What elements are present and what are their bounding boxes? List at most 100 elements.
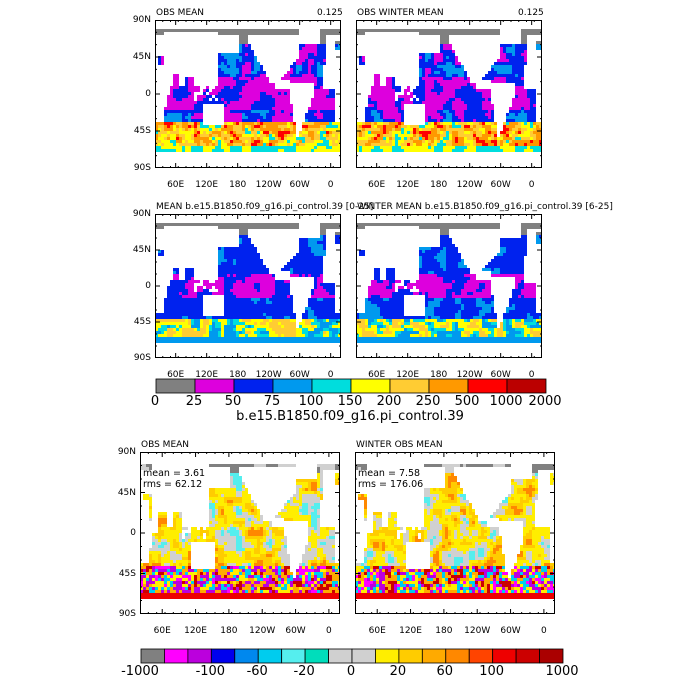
colorbar-swatch [428, 378, 469, 394]
lat-tick-label: 0 [110, 528, 136, 538]
colorbar-tick-label: 25 [174, 395, 214, 409]
panel-title: MEAN b.e15.B1850.f09_g16.pi_control.39 [… [156, 202, 373, 212]
panel-stat: mean = 3.61 [143, 468, 205, 479]
lon-tick-label: 60E [362, 370, 392, 380]
colorbar-tick-label: 0 [135, 395, 175, 409]
lat-tick-label: 0 [125, 89, 151, 99]
colorbar-swatch [234, 648, 259, 664]
map-panel-2 [356, 20, 542, 168]
panel-scale-label: 0.125 [518, 8, 544, 18]
colorbar-swatch [389, 378, 430, 394]
colorbar-tick-label: 2000 [525, 395, 565, 409]
panel-scale-label: 0.125 [317, 8, 343, 18]
map-panel-1 [155, 20, 341, 168]
colorbar-swatch [398, 648, 423, 664]
colorbar-swatch [164, 648, 189, 664]
colorbar-tick-label: 250 [408, 395, 448, 409]
colorbar-swatch [467, 378, 508, 394]
lon-tick-label: 180 [429, 626, 459, 636]
colorbar-swatch [311, 378, 352, 394]
lon-tick-label: 0 [517, 180, 547, 190]
lat-tick-label: 90N [125, 209, 151, 219]
colorbar-swatch [421, 648, 447, 664]
lat-tick-label: 45N [110, 488, 136, 498]
lon-tick-label: 180 [424, 180, 454, 190]
lon-tick-label: 0 [316, 370, 346, 380]
colorbar-tick-label: 500 [447, 395, 487, 409]
lon-tick-label: 0 [316, 180, 346, 190]
lat-tick-label: 90N [110, 447, 136, 457]
map-panel-5 [140, 452, 340, 614]
colorbar-swatch [257, 648, 283, 664]
colorbar-tick-label: 75 [252, 395, 292, 409]
colorbar-swatch [515, 648, 540, 664]
lat-tick-label: 90S [125, 353, 151, 363]
lon-tick-label: 120E [393, 180, 423, 190]
colorbar-swatch [350, 378, 391, 394]
lon-tick-label: 120W [462, 626, 492, 636]
colorbar-swatch [506, 378, 547, 394]
lat-tick-label: 45S [125, 126, 151, 136]
lon-tick-label: 120E [192, 370, 222, 380]
colorbar-tick-label: 100 [470, 665, 514, 679]
lon-tick-label: 180 [214, 626, 244, 636]
colorbar-swatch [233, 378, 274, 394]
colorbar-swatch [210, 648, 236, 664]
lon-tick-label: 180 [223, 370, 253, 380]
lon-tick-label: 60E [147, 626, 177, 636]
lat-tick-label: 45N [125, 52, 151, 62]
lon-tick-label: 120E [396, 626, 426, 636]
lat-tick-label: 45S [125, 317, 151, 327]
colorbar-swatch [492, 648, 517, 664]
colorbar-swatch [468, 648, 494, 664]
lon-tick-label: 60E [362, 180, 392, 190]
lon-tick-label: 120W [247, 626, 277, 636]
colorbar-tick-label: 200 [369, 395, 409, 409]
panel-stat: rms = 62.12 [143, 479, 202, 490]
lon-tick-label: 120W [254, 180, 284, 190]
lon-tick-label: 60W [496, 626, 526, 636]
panel-title: OBS WINTER MEAN [357, 8, 444, 18]
lon-tick-label: 60W [486, 180, 516, 190]
lon-tick-label: 120W [455, 370, 485, 380]
lon-tick-label: 120E [181, 626, 211, 636]
lon-tick-label: 180 [424, 370, 454, 380]
lon-tick-label: 120E [393, 370, 423, 380]
lon-tick-label: 0 [517, 370, 547, 380]
lon-tick-label: 0 [529, 626, 559, 636]
map-panel-3 [155, 214, 341, 358]
colorbar-swatch [140, 648, 165, 664]
panel-stat: mean = 7.58 [358, 468, 420, 479]
colorbar-swatch [281, 648, 306, 664]
map-panel-6 [355, 452, 555, 614]
colorbar-tick-label: -1000 [118, 665, 162, 679]
lat-tick-label: 0 [125, 281, 151, 291]
panel-title: OBS MEAN [141, 440, 189, 450]
colorbar-swatch [445, 648, 470, 664]
colorbar-tick-label: 150 [330, 395, 370, 409]
colorbar-swatch [351, 648, 376, 664]
colorbar-tick-label: 20 [376, 665, 420, 679]
colorbar-tick-label: 50 [213, 395, 253, 409]
colorbar-top [155, 378, 547, 394]
lat-tick-label: 45S [110, 569, 136, 579]
colorbar-swatch [304, 648, 329, 664]
colorbar-tick-label: 1000 [486, 395, 526, 409]
lon-tick-label: 180 [223, 180, 253, 190]
panel-title: WINTER OBS MEAN [356, 440, 443, 450]
colorbar-swatch [375, 648, 400, 664]
colorbar-tick-label: -100 [188, 665, 232, 679]
colorbar-swatch [155, 378, 196, 394]
colorbar-tick-label: 60 [423, 665, 467, 679]
lon-tick-label: 60E [362, 626, 392, 636]
colorbar-tick-label: -20 [282, 665, 326, 679]
lat-tick-label: 90N [125, 15, 151, 25]
panel-title: WINTER MEAN b.e15.B1850.f09_g16.pi_contr… [357, 202, 613, 212]
colorbar-swatch [539, 648, 564, 664]
colorbar-tick-label: 100 [291, 395, 331, 409]
lon-tick-label: 60E [161, 370, 191, 380]
lat-tick-label: 90S [110, 609, 136, 619]
lon-tick-label: 60W [285, 370, 315, 380]
lon-tick-label: 60W [486, 370, 516, 380]
lon-tick-label: 120W [455, 180, 485, 190]
